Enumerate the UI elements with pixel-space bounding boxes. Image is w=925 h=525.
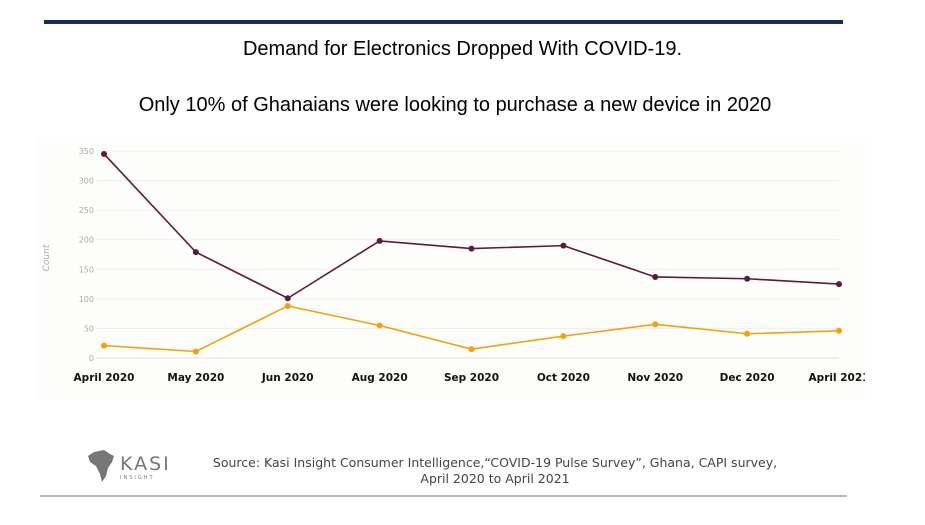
page-title: Demand for Electronics Dropped With COVI… bbox=[242, 38, 683, 60]
data-point bbox=[652, 321, 659, 328]
x-tick-label: Sep 2020 bbox=[444, 372, 499, 384]
series-line-1 bbox=[103, 153, 840, 300]
x-tick-label: Aug 2020 bbox=[352, 372, 408, 384]
kasi-logo: KASI INSIGHT bbox=[88, 450, 171, 482]
y-tick-label: 50 bbox=[84, 324, 94, 333]
data-point bbox=[744, 275, 751, 282]
y-tick-label: 100 bbox=[79, 295, 94, 304]
data-point bbox=[192, 348, 199, 355]
x-tick-label: Nov 2020 bbox=[627, 372, 683, 384]
source-line-2: April 2020 to April 2021 bbox=[420, 471, 570, 486]
x-tick-label: Jun 2020 bbox=[261, 372, 314, 384]
y-tick-label: 250 bbox=[79, 206, 94, 215]
line-chart: Count 0 50 100 150 200 250 300 350 April 2020 May… bbox=[35, 138, 869, 400]
top-rule bbox=[44, 20, 843, 24]
data-point bbox=[284, 302, 291, 309]
x-tick-label: Oct 2020 bbox=[537, 372, 590, 384]
logo-subtext: INSIGHT bbox=[120, 475, 155, 481]
data-point bbox=[284, 295, 291, 302]
bottom-rule bbox=[40, 495, 847, 497]
data-point bbox=[376, 237, 383, 244]
x-tick-label: May 2020 bbox=[167, 372, 224, 384]
source-note: Source: Kasi Insight Consumer Intelligen… bbox=[200, 455, 790, 487]
data-point bbox=[101, 342, 107, 349]
data-point bbox=[101, 150, 107, 157]
x-tick-label: April 2021 bbox=[809, 372, 865, 384]
x-tick-label: Dec 2020 bbox=[720, 372, 775, 384]
data-point bbox=[468, 245, 475, 252]
data-point bbox=[744, 330, 751, 337]
data-point bbox=[560, 242, 567, 249]
data-point bbox=[376, 322, 383, 329]
data-point bbox=[468, 346, 475, 353]
page-subtitle: Only 10% of Ghanaians were looking to pu… bbox=[138, 94, 772, 116]
data-point bbox=[836, 281, 842, 288]
source-line-1: Source: Kasi Insight Consumer Intelligen… bbox=[212, 455, 778, 470]
chart-svg: Count 0 50 100 150 200 250 300 350 April 2020 May… bbox=[42, 147, 869, 384]
y-axis-label: Count bbox=[42, 244, 52, 271]
y-tick-label: 0 bbox=[89, 354, 94, 363]
y-tick-label: 300 bbox=[79, 177, 94, 186]
data-point bbox=[560, 333, 567, 340]
data-point bbox=[836, 327, 842, 334]
africa-map-icon bbox=[88, 450, 114, 482]
data-point bbox=[192, 249, 199, 256]
y-tick-label: 350 bbox=[79, 147, 94, 156]
data-point bbox=[652, 273, 659, 280]
logo-text: KASI bbox=[120, 453, 171, 475]
x-tick-label: April 2020 bbox=[74, 372, 135, 384]
y-tick-label: 150 bbox=[79, 265, 94, 274]
y-tick-label: 200 bbox=[79, 236, 94, 245]
